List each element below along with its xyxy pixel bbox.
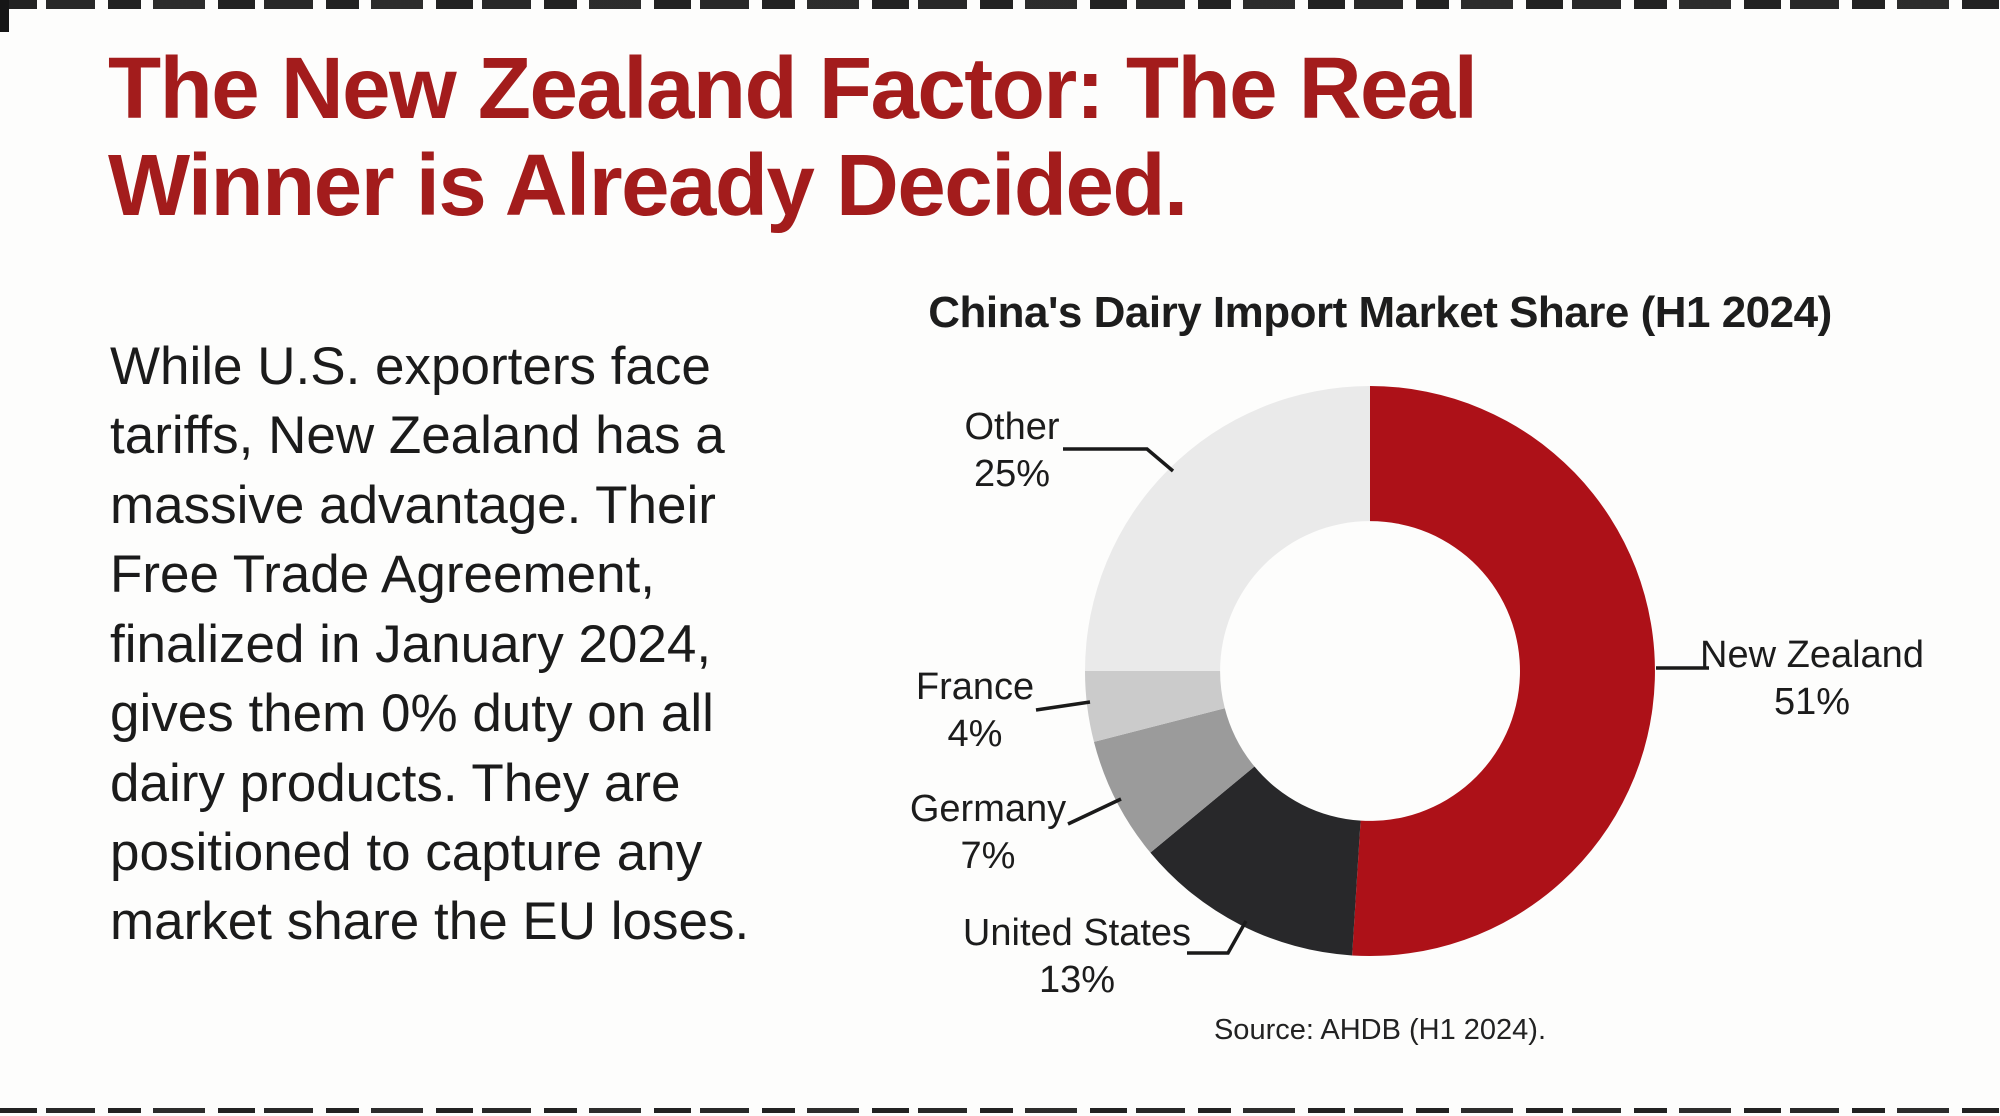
donut-segment-new-zealand (1352, 386, 1655, 956)
donut-segment-germany (1093, 708, 1255, 853)
cropped-text-top-edge (0, 0, 2000, 9)
cropped-text-bottom-edge (0, 1108, 2000, 1113)
pie-label-other: Other 25% (964, 406, 1060, 496)
donut-chart (1085, 386, 1655, 956)
page-title: The New Zealand Factor: The Real Winner … (108, 40, 1478, 235)
donut-segment-france (1085, 671, 1225, 742)
body-paragraph: While U.S. exporters face tariffs, New Z… (110, 337, 750, 952)
pie-label-new-zealand: New Zealand 51% (1700, 634, 1924, 724)
cropped-mark-top-left (0, 0, 9, 32)
chart-source: Source: AHDB (H1 2024). (1213, 1014, 1547, 1046)
chart-title: China's Dairy Import Market Share (H1 20… (928, 288, 1832, 337)
donut-segment-united-states (1150, 766, 1361, 956)
pie-label-germany: Germany 7% (909, 788, 1067, 878)
donut-segment-other (1085, 386, 1370, 671)
pie-label-france: France 4% (915, 666, 1035, 756)
pie-label-united-states: United States 13% (962, 912, 1192, 1002)
